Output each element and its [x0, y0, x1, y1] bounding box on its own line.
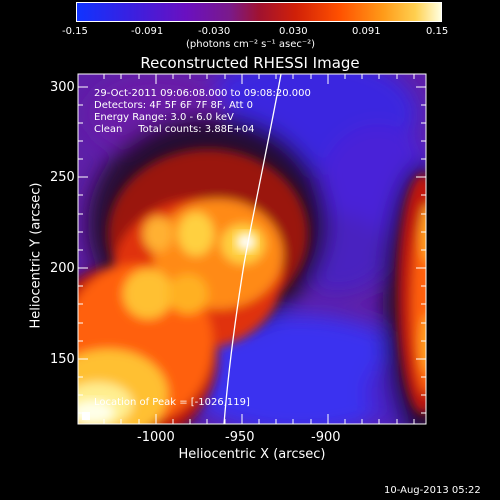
x-tick-label: -950: [225, 430, 255, 445]
info-detectors: Detectors: 4F 5F 6F 7F 8F, Att 0: [94, 100, 254, 111]
x-tick-label: -900: [311, 430, 341, 445]
y-tick-label: 250: [50, 170, 75, 185]
y-tick-label: 150: [50, 352, 75, 367]
colorbar: [76, 2, 442, 22]
info-clean-counts: Clean Total counts: 3.88E+04: [94, 124, 255, 135]
info-time-range: 29-Oct-2011 09:06:08.000 to 09:08:20.000: [94, 88, 311, 99]
colorbar-tick: 0.091: [352, 26, 381, 37]
colorbar-units: (photons cm⁻² s⁻¹ asec⁻²): [186, 39, 316, 50]
colorbar-tick: -0.091: [131, 26, 164, 37]
colorbar-tick: -0.15: [62, 26, 88, 37]
rhessi-image: [78, 74, 426, 424]
y-tick-label: 300: [50, 80, 75, 95]
info-energy-range: Energy Range: 3.0 - 6.0 keV: [94, 112, 234, 123]
solar-limb-line: [223, 74, 282, 424]
footer-date: 10-Aug-2013 05:22: [384, 485, 481, 496]
observation-info: 29-Oct-2011 09:06:08.000 to 09:08:20.000…: [94, 88, 311, 136]
beam-marker: [82, 412, 90, 420]
peak-location-label: Location of Peak = [-1026,119]: [94, 397, 250, 408]
x-tick-label: -1000: [137, 430, 175, 445]
colorbar-tick: -0.030: [198, 26, 231, 37]
colorbar-tick: 0.15: [426, 26, 449, 37]
y-axis-label: Heliocentric Y (arcsec): [28, 182, 44, 329]
plot-title: Reconstructed RHESSI Image: [140, 54, 360, 72]
y-tick-label: 200: [50, 261, 75, 276]
x-axis-label: Heliocentric X (arcsec): [178, 447, 326, 462]
colorbar-tick: 0.030: [279, 26, 308, 37]
